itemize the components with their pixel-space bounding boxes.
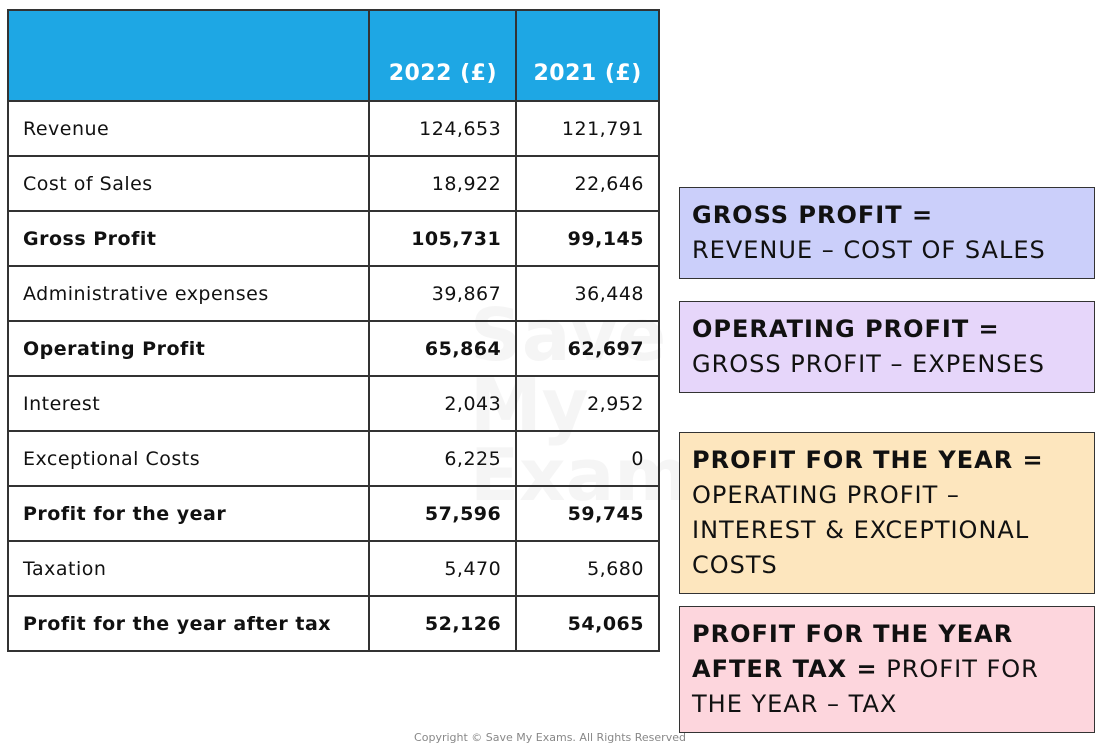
value-cell: 57,596 xyxy=(368,485,518,542)
value-cell: 39,867 xyxy=(368,265,518,322)
table-row: Gross Profit 105,731 99,145 xyxy=(6,210,660,267)
row-label: Administrative expenses xyxy=(6,265,371,322)
formula-title: GROSS PROFIT = xyxy=(692,201,934,229)
formula-box: GROSS PROFIT = REVENUE – COST OF SALES xyxy=(679,187,1095,279)
value-cell: 6,225 xyxy=(368,430,518,487)
table-row: Administrative expenses 39,867 36,448 xyxy=(6,265,660,322)
table-body: Revenue 124,653 121,791 Cost of Sales 18,922… xyxy=(6,100,660,652)
row-label: Gross Profit xyxy=(6,210,371,267)
copyright: Copyright © Save My Exams. All Rights Re… xyxy=(414,731,686,744)
value-cell: 59,745 xyxy=(515,485,660,542)
row-label: Operating Profit xyxy=(6,320,371,377)
formula-box: PROFIT FOR THE YEAR = OPERATING PROFIT – … xyxy=(679,432,1095,594)
formula-box: OPERATING PROFIT = GROSS PROFIT – EXPENSE… xyxy=(679,301,1095,393)
value-cell: 99,145 xyxy=(515,210,660,267)
profit-table: 2022 (£) 2021 (£) Revenue 124,653 121,791 Co… xyxy=(6,9,660,652)
header-cell: 2021 (£) xyxy=(515,9,660,102)
value-cell: 5,680 xyxy=(515,540,660,597)
value-cell: 62,697 xyxy=(515,320,660,377)
value-cell: 121,791 xyxy=(515,100,660,157)
table-row: Cost of Sales 18,922 22,646 xyxy=(6,155,660,212)
value-cell: 18,922 xyxy=(368,155,518,212)
row-label: Taxation xyxy=(6,540,371,597)
row-label: Profit for the year xyxy=(6,485,371,542)
row-label: Interest xyxy=(6,375,371,432)
value-cell: 124,653 xyxy=(368,100,518,157)
value-cell: 0 xyxy=(515,430,660,487)
header-cell: 2022 (£) xyxy=(368,9,518,102)
table-row: Profit for the year 57,596 59,745 xyxy=(6,485,660,542)
value-cell: 2,952 xyxy=(515,375,660,432)
header-cell xyxy=(6,9,371,102)
table-row: Operating Profit 65,864 62,697 xyxy=(6,320,660,377)
row-label: Cost of Sales xyxy=(6,155,371,212)
formula-title: PROFIT FOR THE YEAR AFTER TAX = xyxy=(692,620,1014,683)
formula-body: OPERATING PROFIT – INTEREST & EXCEPTIONA… xyxy=(692,481,1030,579)
row-label: Exceptional Costs xyxy=(6,430,371,487)
formula-body: REVENUE – COST OF SALES xyxy=(692,236,1046,264)
value-cell: 65,864 xyxy=(368,320,518,377)
value-cell: 2,043 xyxy=(368,375,518,432)
formula-title: OPERATING PROFIT = xyxy=(692,315,1000,343)
value-cell: 54,065 xyxy=(515,595,660,652)
formula-title: PROFIT FOR THE YEAR = xyxy=(692,446,1044,474)
formula-body: PROFIT FOR THE YEAR – TAX xyxy=(692,655,1039,718)
value-cell: 36,448 xyxy=(515,265,660,322)
row-label: Profit for the year after tax xyxy=(6,595,371,652)
row-label: Revenue xyxy=(6,100,371,157)
value-cell: 5,470 xyxy=(368,540,518,597)
formula-box: PROFIT FOR THE YEAR AFTER TAX = PROFIT F… xyxy=(679,606,1095,733)
value-cell: 105,731 xyxy=(368,210,518,267)
formula-body: GROSS PROFIT – EXPENSES xyxy=(692,350,1045,378)
value-cell: 22,646 xyxy=(515,155,660,212)
value-cell: 52,126 xyxy=(368,595,518,652)
table-row: Taxation 5,470 5,680 xyxy=(6,540,660,597)
table-row: Profit for the year after tax 52,126 54,06… xyxy=(6,595,660,652)
table-row: Interest 2,043 2,952 xyxy=(6,375,660,432)
table-header: 2022 (£) 2021 (£) xyxy=(6,9,660,102)
header-row: 2022 (£) 2021 (£) xyxy=(6,9,660,102)
table-row: Revenue 124,653 121,791 xyxy=(6,100,660,157)
table-row: Exceptional Costs 6,225 0 xyxy=(6,430,660,487)
